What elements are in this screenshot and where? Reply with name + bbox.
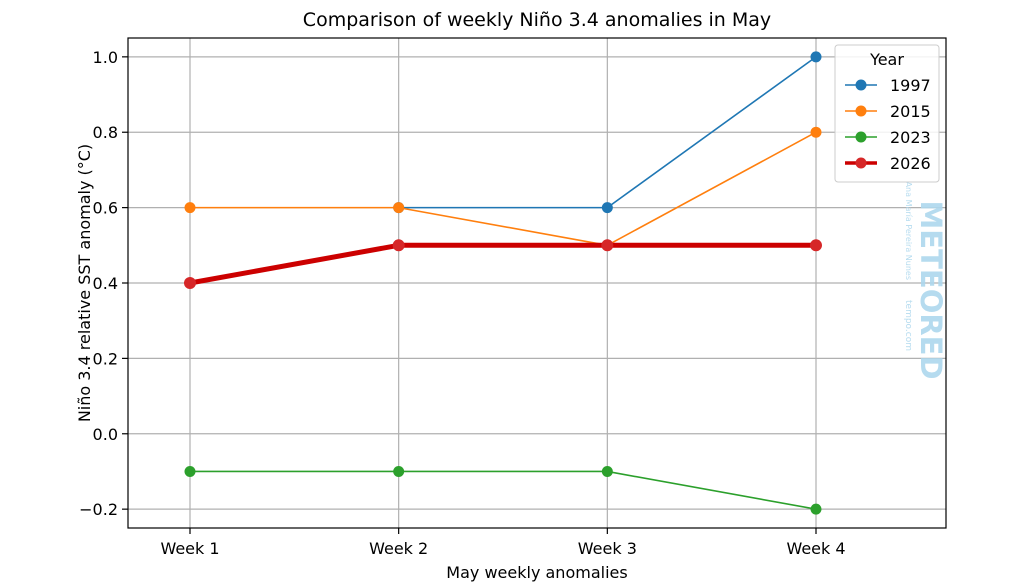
y-axis: −0.2 0.0 0.2 0.4 0.6 0.8 1.0 — [79, 48, 128, 519]
legend: Year 1997 2015 2023 2026 — [834, 44, 940, 183]
series-2023 — [184, 465, 822, 515]
grid — [128, 38, 946, 528]
data-point-2015 — [184, 202, 196, 214]
y-tick-label: −0.2 — [79, 500, 118, 519]
y-tick-label: 0.6 — [93, 199, 118, 218]
legend-marker-2015 — [855, 105, 867, 117]
x-axis: Week 1 Week 2 Week 3 Week 4 — [160, 528, 846, 558]
y-tick-label: 1.0 — [93, 48, 118, 67]
data-point-2023 — [184, 465, 196, 477]
watermark-site: tempo.com — [903, 300, 913, 351]
x-tick-label: Week 1 — [160, 539, 219, 558]
data-point-1997 — [810, 51, 822, 63]
x-tick-label: Week 3 — [578, 539, 637, 558]
legend-entry-2023: 2023 — [890, 128, 931, 147]
data-point-2015 — [393, 202, 405, 214]
series-line-2026 — [189, 242, 816, 286]
legend-marker-1997 — [855, 79, 867, 91]
watermark-brand: METEORED — [914, 200, 948, 379]
data-point-2026 — [810, 239, 822, 252]
series-2015 — [184, 126, 822, 251]
y-tick-label: 0.8 — [93, 123, 118, 142]
x-axis-label: May weekly anomalies — [446, 563, 627, 582]
data-point-2023 — [601, 465, 613, 477]
data-point-1997 — [601, 202, 613, 214]
chart-title: Comparison of weekly Niño 3.4 anomalies … — [303, 9, 771, 31]
legend-entry-2015: 2015 — [890, 102, 931, 121]
data-point-2026 — [184, 277, 196, 289]
series-layer — [184, 51, 822, 515]
data-point-2023 — [810, 503, 822, 515]
legend-box — [834, 44, 940, 183]
legend-entry-2026: 2026 — [890, 154, 931, 173]
y-tick-label: 0.4 — [93, 274, 118, 293]
series-line-2023 — [190, 470, 817, 510]
legend-title: Year — [869, 50, 904, 69]
x-tick-label: Week 2 — [369, 539, 428, 558]
legend-entry-1997: 1997 — [890, 76, 931, 95]
series-line-2015 — [190, 131, 817, 247]
data-point-2026 — [392, 239, 405, 252]
x-tick-label: Week 4 — [786, 539, 845, 558]
watermark-author: Ana María Pereira Nunes — [904, 182, 913, 280]
y-axis-label: Niño 3.4 relative SST anomaly (°C) — [75, 144, 94, 422]
legend-marker-2026 — [855, 157, 867, 169]
series-2026 — [184, 239, 822, 289]
data-point-2026 — [601, 239, 614, 252]
data-point-2015 — [810, 126, 822, 138]
y-tick-label: 0.2 — [93, 349, 118, 368]
legend-marker-2023 — [855, 131, 867, 143]
data-point-2023 — [393, 465, 405, 477]
y-tick-label: 0.0 — [93, 425, 118, 444]
